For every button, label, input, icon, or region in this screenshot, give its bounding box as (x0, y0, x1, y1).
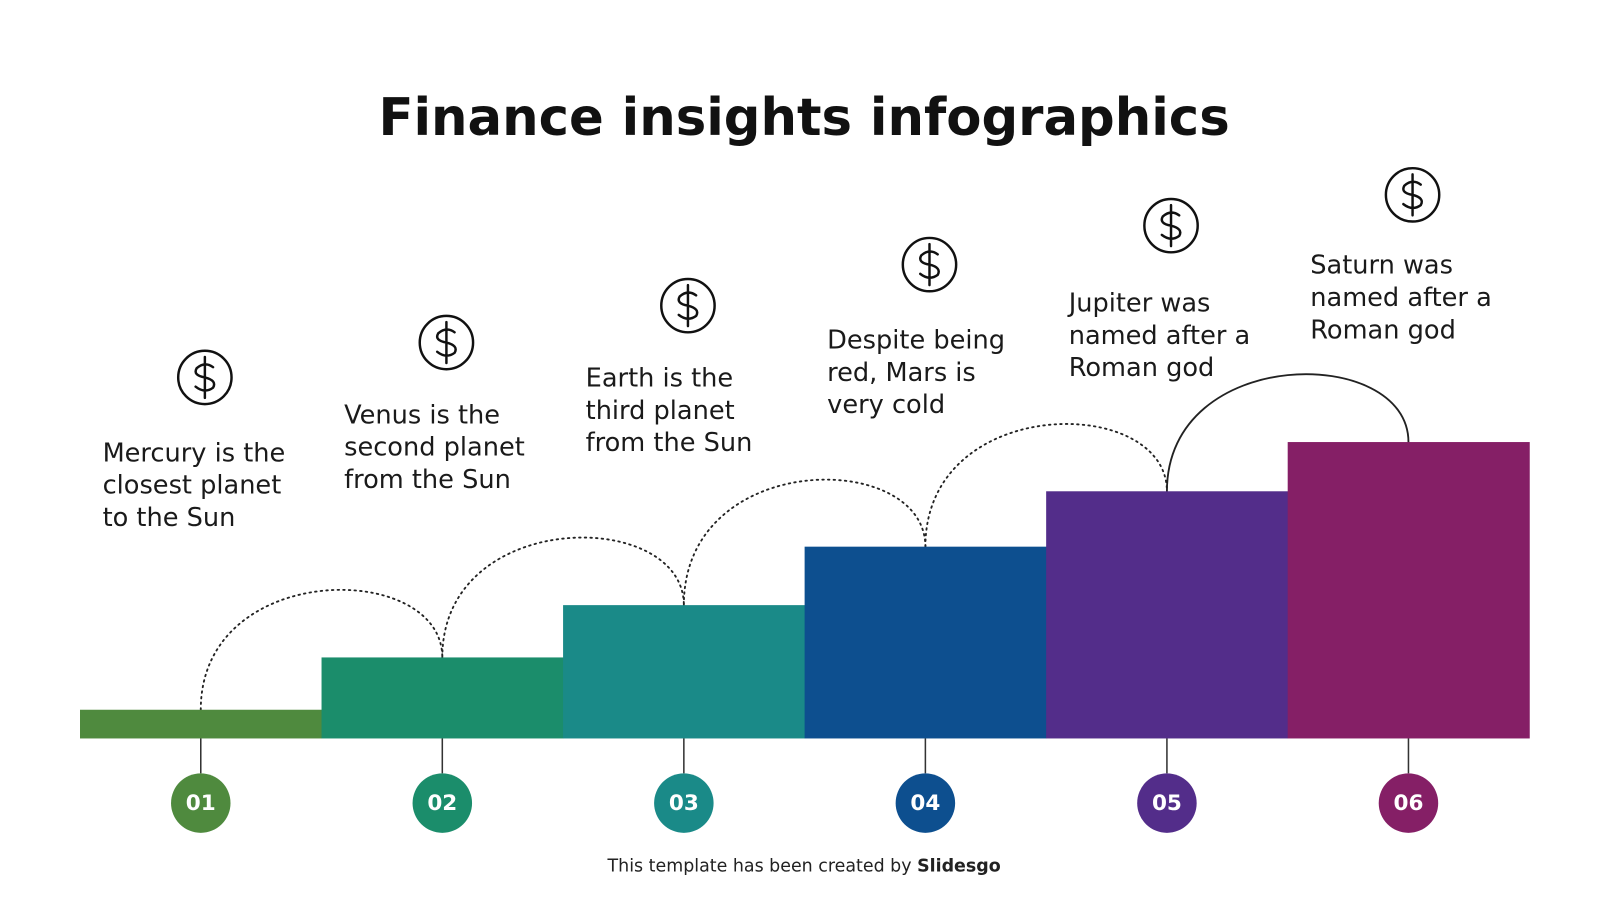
step-bar (563, 605, 806, 739)
step-bar (1287, 442, 1530, 739)
step-text: from the Sun (586, 428, 753, 458)
step-text: named after a (1069, 321, 1251, 351)
step-text: Roman god (1069, 353, 1215, 383)
connector (682, 478, 927, 607)
connector (1166, 373, 1410, 493)
step-badge (1137, 773, 1197, 833)
connectors (199, 373, 1410, 711)
icon-ring (176, 349, 233, 406)
connector (199, 588, 444, 711)
step-badge (1378, 773, 1439, 833)
step-icon (660, 277, 716, 334)
icon-symbol (1160, 203, 1182, 248)
footer-text: This template has been created by (607, 857, 912, 877)
step-bar (321, 657, 564, 739)
step-icon (901, 236, 958, 293)
connector (441, 536, 685, 659)
icon-ring (418, 314, 475, 371)
icon-symbol (435, 320, 457, 365)
step-text: very cold (827, 390, 945, 420)
step-number: 06 (1393, 791, 1423, 816)
step-badge (412, 773, 473, 833)
step-text: closest planet (103, 471, 282, 501)
icon-symbol (919, 242, 940, 287)
icon-symbol (677, 283, 699, 328)
step-text: red, Mars is (827, 358, 976, 388)
step-text: Mercury is the (103, 438, 286, 468)
icon-symbol (1402, 173, 1424, 217)
step-bar (80, 709, 323, 739)
icon-ring (1384, 166, 1441, 223)
step-text: from the Sun (344, 465, 511, 495)
step-bar (1046, 491, 1289, 739)
step-icon (418, 314, 475, 371)
step-number: 02 (427, 791, 457, 816)
icon-ring (660, 277, 716, 334)
step-text: Earth is the (586, 363, 734, 393)
step-icon (1143, 197, 1199, 254)
step-number: 03 (669, 791, 699, 816)
step-text: Despite being (827, 326, 1005, 356)
step-text: Saturn was (1310, 251, 1453, 281)
step-badge (654, 773, 714, 833)
step-text: third planet (586, 396, 735, 426)
step-number: 05 (1152, 791, 1182, 816)
step-icon (176, 349, 233, 406)
icon-symbol (194, 355, 216, 400)
step-icon (1384, 166, 1441, 223)
step-badge (895, 773, 956, 833)
step-text: Jupiter was (1067, 289, 1211, 319)
step-text: to the Sun (103, 503, 236, 533)
step-text: Roman god (1310, 315, 1456, 345)
step-number: 01 (186, 791, 216, 816)
icon-ring (901, 236, 958, 293)
footer: This template has been created by Slides… (607, 857, 1001, 877)
title: Finance insights infographics (378, 88, 1229, 148)
footer-brand: Slidesgo (917, 857, 1001, 877)
step-badge (171, 773, 231, 833)
connector (924, 423, 1168, 548)
icon-ring (1143, 197, 1199, 254)
step-text: Venus is the (344, 400, 500, 430)
step-bar (804, 546, 1047, 739)
step-number: 04 (910, 791, 940, 816)
step-text: named after a (1310, 283, 1492, 313)
step-text: second planet (344, 433, 525, 463)
